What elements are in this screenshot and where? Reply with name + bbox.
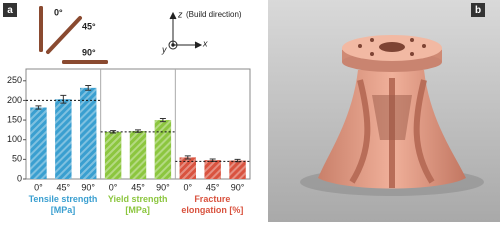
specimens: [39, 6, 108, 64]
x-tick-label: 45°: [131, 182, 145, 192]
group-label: Yield strength [MPa]: [107, 194, 168, 215]
panel-label: a: [7, 5, 13, 16]
y-tick-label: 200: [7, 95, 22, 105]
bar-hatch: [55, 99, 72, 179]
bar-hatch: [229, 160, 246, 179]
x-tick-label: 0°: [34, 182, 43, 192]
printed-part: [300, 35, 484, 196]
x-tick-label: 45°: [57, 182, 71, 192]
error-bar: [159, 118, 166, 123]
panel-label-box: [3, 3, 17, 17]
axis-x: x: [202, 38, 208, 48]
error-bar: [184, 155, 191, 160]
y-tick-label: 100: [7, 134, 22, 144]
bar-hatch: [154, 120, 172, 179]
axis-note: (Build direction): [186, 10, 242, 19]
x-tick-label: 0°: [109, 182, 118, 192]
y-tick-label: 50: [12, 154, 22, 164]
figure-canvas: a 0° 45° 90° z (Build direction) y x b 0…: [3, 0, 500, 222]
bar-hatch: [129, 131, 147, 179]
figure: a 0° 45° 90° z (Build direction) y x b 0…: [3, 0, 500, 222]
specimen-angle: 0°: [54, 7, 63, 17]
axis-z: z: [177, 9, 183, 19]
group-label: Fracture elongation [%]: [181, 194, 244, 215]
error-bar: [85, 85, 92, 91]
y-tick-label: 0: [17, 173, 22, 183]
error-bar: [35, 105, 42, 110]
bar-hatch: [80, 87, 97, 179]
bar-hatch: [30, 107, 47, 179]
y-tick-label: 150: [7, 114, 22, 124]
panel-label-box: [471, 3, 485, 17]
y-tick-label: 250: [7, 75, 22, 85]
error-bar: [60, 94, 67, 104]
bar-hatch: [179, 157, 196, 179]
x-tick-label: 90°: [156, 182, 170, 192]
bar-hatch: [104, 131, 122, 179]
panel-label: b: [475, 5, 481, 16]
group-label: Tensile strength [MPa]: [28, 194, 98, 215]
coordinate-axes: [168, 11, 203, 50]
x-tick-label: 45°: [206, 182, 220, 192]
specimen-angle: 90°: [82, 47, 96, 57]
axis-y: y: [161, 44, 167, 54]
bar-hatch: [204, 160, 221, 179]
x-tick-label: 0°: [183, 182, 192, 192]
x-tick-label: 90°: [231, 182, 245, 192]
specimen-angle: 45°: [82, 21, 96, 31]
x-tick-label: 90°: [81, 182, 95, 192]
